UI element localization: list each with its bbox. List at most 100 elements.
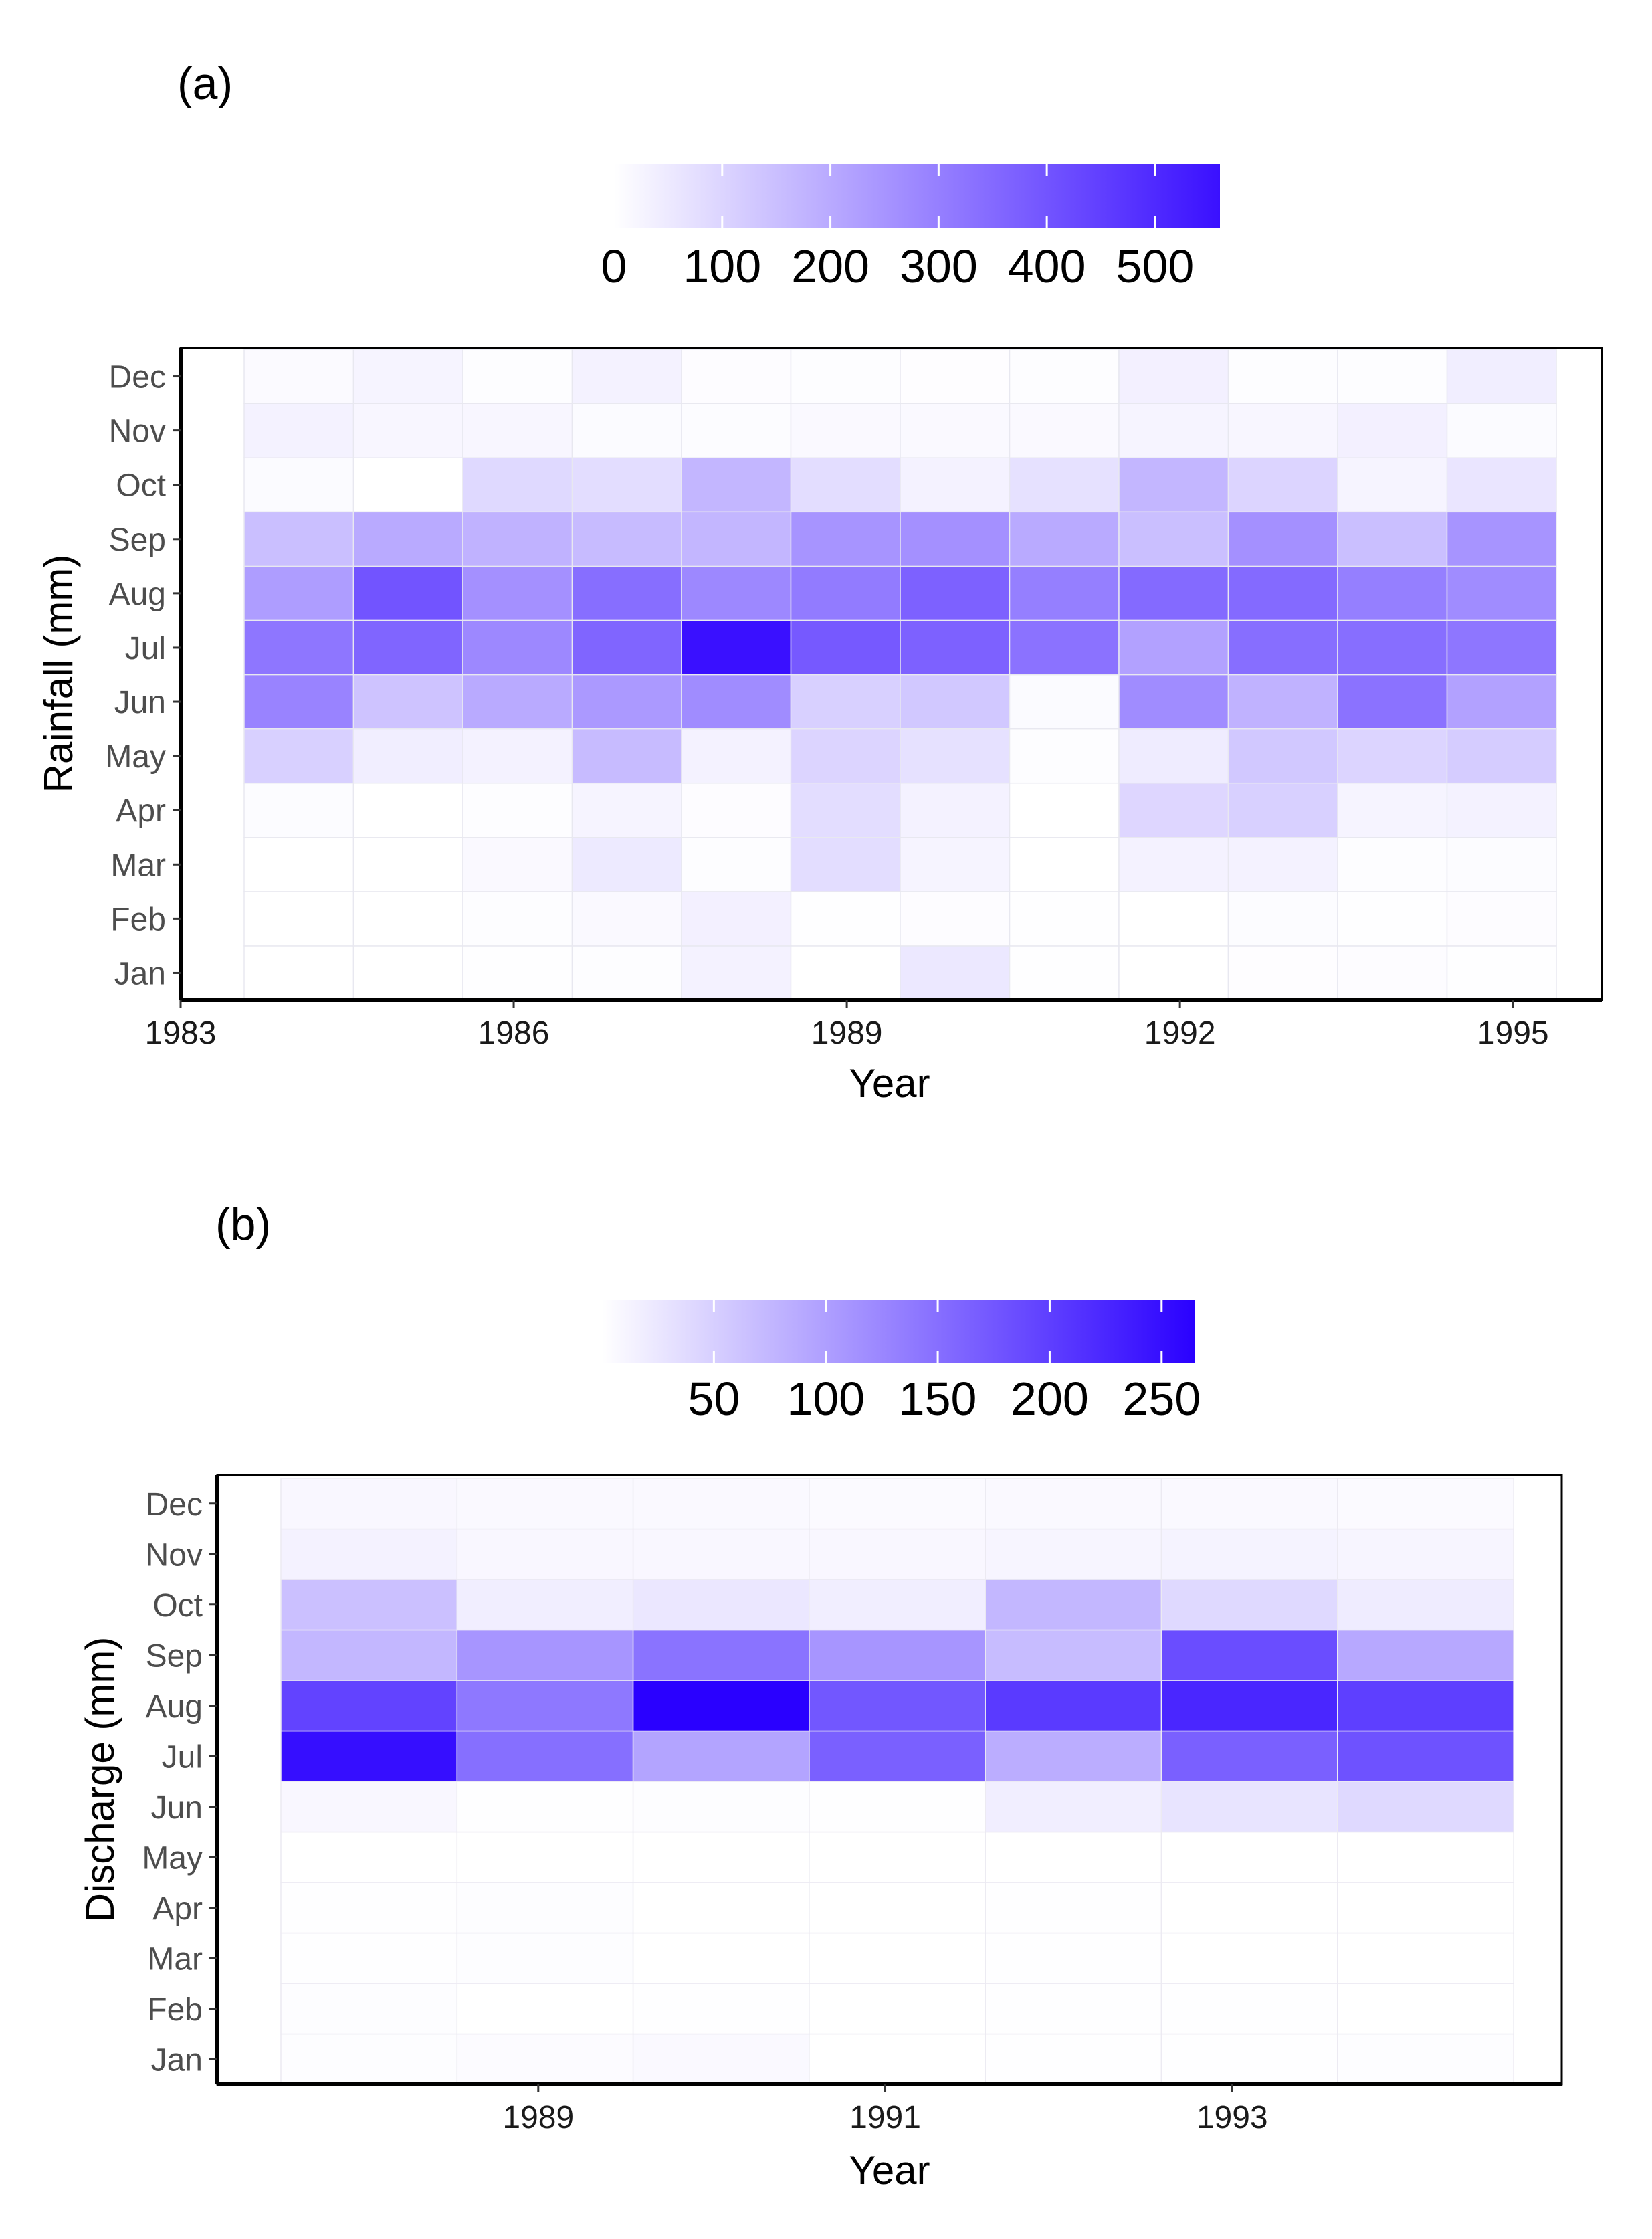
heatmap-b-cell [1160,1579,1338,1631]
heatmap-a-cell [571,782,682,838]
heatmap-a-cell [243,619,354,676]
y-tick-label: Sep [146,1638,203,1674]
heatmap-a-cell [900,674,1011,730]
heatmap-a-cell [681,403,792,458]
y-tick-label: Oct [116,468,166,504]
heatmap-b-cells [280,1478,1514,2085]
heatmap-b-cell [1160,1831,1338,1883]
heatmap-b-cell [1337,1680,1514,1732]
heatmap-b-cell [809,1882,986,1934]
heatmap-a-cell [681,945,792,1001]
heatmap-a-cell [900,782,1011,838]
y-tick-label: Sep [109,522,166,558]
y-tick-label: Jan [114,956,166,991]
heatmap-a-cell [790,728,901,784]
heatmap-b-cell [1337,1781,1514,1833]
heatmap-a-cell [243,782,354,838]
y-axis-a-ticks: Jan Feb Mar Apr May Jun Jul Aug Sep Oct Nov Dec [105,360,181,991]
heatmap-b-cell [456,1831,634,1883]
heatmap-a-cell [352,837,463,892]
heatmap-a-cell [352,565,463,621]
heatmap-b-cell [985,1983,1162,2035]
heatmap-b-cell [632,1983,810,2035]
heatmap-a-cell [1337,728,1448,784]
heatmap-b-cell [1160,1629,1338,1681]
heatmap-b-cell [456,1730,634,1782]
heatmap-a-cell [571,349,682,404]
y-tick-label: Aug [146,1689,203,1725]
heatmap-a-cell [790,945,901,1001]
heatmap-a-cell [681,457,792,513]
x-axis-b-ticks: 1989 1991 1993 [502,2084,1268,2135]
heatmap-b-cell [632,1730,810,1782]
heatmap-a-cell [462,565,573,621]
heatmap-a-cell [1446,837,1557,892]
heatmap-a-cell [243,728,354,784]
x-tick-label: 1989 [502,2100,574,2135]
heatmap-b-cell [456,1781,634,1833]
heatmap-a-cell [1227,674,1338,730]
legend-b-ticks: 50 100 150 200 250 [688,1300,1201,1425]
heatmap-a-cell [1009,511,1120,567]
heatmap-a-cell [243,349,354,404]
heatmap-a-cell [681,511,792,567]
heatmap-a-cell [1009,782,1120,838]
heatmap-a-cell [1009,565,1120,621]
heatmap-a-cell [571,565,682,621]
heatmap-a-cell [1227,457,1338,513]
heatmap-a-cell [1446,619,1557,676]
heatmap-a-cell [1337,891,1448,947]
heatmap-a-cell [790,457,901,513]
heatmap-b-cell [280,1528,458,1580]
heatmap-a-cell [900,565,1011,621]
heatmap-a-cell [681,837,792,892]
heatmap-b-cell [1337,1730,1514,1782]
heatmap-a-cell [571,619,682,676]
heatmap-b-cell [632,1932,810,1984]
heatmap-b-cell [456,1680,634,1732]
heatmap-b-cell [1337,1478,1514,1530]
heatmap-a-cell [1337,674,1448,730]
panel-a: (a) 0 100 200 300 400 500 JanFebMarAprMayJunJ… [36,58,1603,1106]
heatmap-a-cell [1337,457,1448,513]
heatmap-a-cell [1227,945,1338,1001]
y-tick-label: Feb [110,902,166,937]
heatmap-a-cell [352,619,463,676]
heatmap-a-cell [352,782,463,838]
heatmap-a-cells [243,349,1557,1001]
heatmap-a-cell [352,891,463,947]
x-tick-label: 1983 [145,1015,217,1051]
heatmap-a-cell [790,782,901,838]
legend-label: 250 [1122,1373,1201,1425]
heatmap-b-cell [809,1680,986,1732]
heatmap-a-cell [1446,891,1557,947]
y-tick-label: May [105,739,166,775]
heatmap-a-cell [1009,457,1120,513]
heatmap-a-cell [352,674,463,730]
heatmap-b-cell [456,1983,634,2035]
heatmap-b-cell [985,1629,1162,1681]
heatmap-b-cell [1337,1932,1514,1984]
heatmap-a-cell [900,728,1011,784]
heatmap-b-cell [985,1528,1162,1580]
heatmap-b-cell [1160,1478,1338,1530]
heatmap-a-cell [681,565,792,621]
y-tick-label: Mar [110,848,166,883]
heatmap-a-cell [1227,728,1338,784]
heatmap-b-cell [456,1478,634,1530]
heatmap-b-cell [632,1478,810,1530]
heatmap-b-cell [1160,1983,1338,2035]
legend-label: 150 [899,1373,977,1425]
y-tick-label: Mar [147,1941,203,1977]
heatmap-b-cell [985,1680,1162,1732]
heatmap-b-cell [280,1882,458,1934]
heatmap-a-cell [1337,511,1448,567]
y-tick-label: Jan [151,2042,203,2078]
heatmap-b-cell [809,1932,986,1984]
heatmap-a-cell [243,837,354,892]
heatmap-a-cell [352,403,463,458]
heatmap-a-cell [462,728,573,784]
heatmap-b-cell [809,1831,986,1883]
legend-label: 100 [683,240,761,292]
heatmap-a-cell [462,511,573,567]
